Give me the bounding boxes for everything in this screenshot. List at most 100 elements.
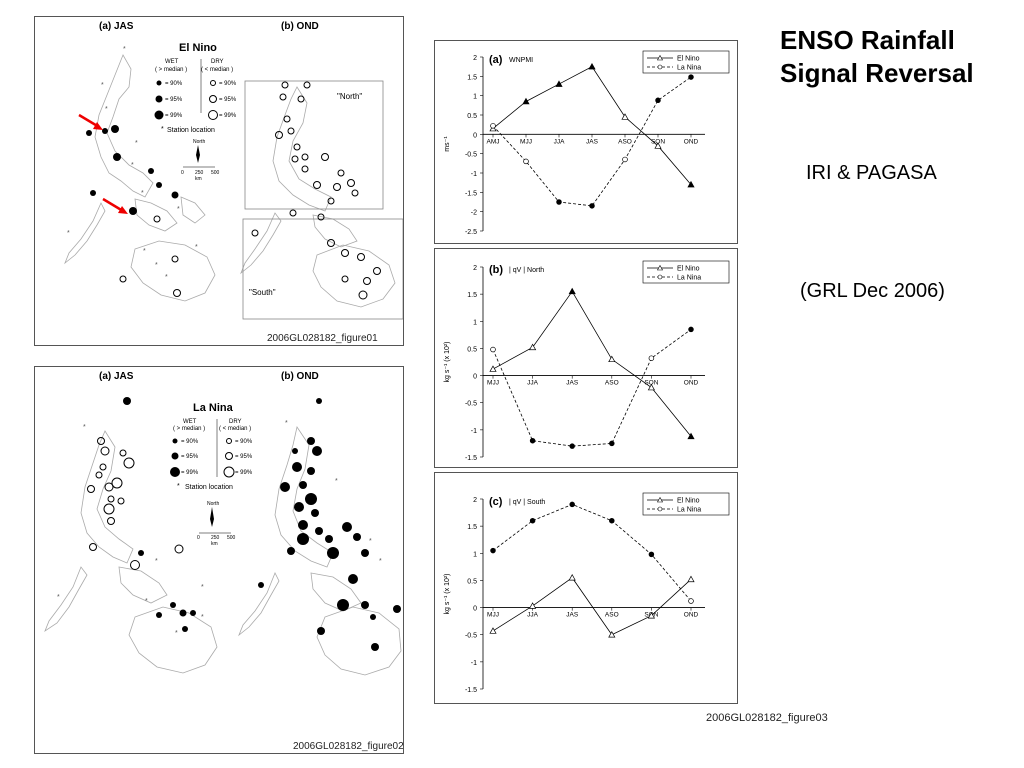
station-marker (301, 165, 309, 173)
y-tick-label: 0 (473, 374, 477, 381)
svg-text:*: * (57, 594, 60, 601)
chart-panel-label: (c) (489, 496, 503, 508)
map2-legend-wet-99: = 99% (181, 470, 199, 476)
station-marker (258, 582, 264, 588)
y-axis-label: kg s⁻¹ (x 10²) (444, 341, 451, 382)
point-el-nino (555, 80, 563, 87)
svg-text:*: * (155, 558, 158, 565)
station-marker (190, 610, 196, 616)
station-marker (299, 481, 307, 489)
station-marker (393, 605, 401, 613)
legend-marker (657, 64, 663, 70)
map-panel-la-nina: (a) JAS (b) OND La Nina WET ( > median )… (34, 366, 404, 754)
station-marker (103, 503, 115, 515)
svg-text:*: * (201, 584, 204, 591)
point-la-nina (609, 517, 615, 524)
map2-label-ond: (b) OND (281, 371, 319, 382)
y-tick-label: 0.5 (467, 578, 477, 585)
station-marker (342, 522, 352, 532)
map2-legend-wet: WET (183, 419, 197, 425)
station-marker (358, 290, 368, 300)
station-marker (315, 527, 323, 535)
x-tick-label: OND (684, 380, 699, 387)
island-outline-ond-mindanao (312, 244, 396, 308)
map2-legend-dry: DRY (229, 419, 242, 425)
slide-title-line2: Signal Reversal (780, 58, 974, 88)
map1-ond-stations (251, 81, 381, 300)
station-marker (303, 81, 311, 89)
station-marker (348, 574, 358, 584)
island-outline-jas-mindanao (128, 606, 218, 674)
x-tick-label: JAS (586, 138, 599, 145)
x-tick-label: MJJ (520, 138, 532, 145)
map2-label-jas: (a) JAS (99, 371, 134, 382)
station-marker (99, 463, 107, 471)
svg-text:*: * (141, 190, 144, 197)
x-tick-label: SON (644, 380, 658, 387)
map2-ond-wet-stations (258, 398, 401, 651)
island-outline-ond-palawan (240, 212, 282, 275)
map2-legend-wet-90-dot (172, 438, 178, 444)
point-la-nina (523, 158, 529, 165)
map2-scale-unit: km (211, 541, 218, 547)
station-marker (117, 497, 125, 505)
svg-text:*: * (177, 206, 180, 213)
map2-scale-0: 0 (197, 535, 200, 541)
chart-panel-b: 2 1.5 1 0.5 0 -0.5 -1 -1.5 MJJ JJA JAS ASO SON OND kg … (434, 248, 738, 468)
map2-legend-dry-90-dot (226, 438, 232, 444)
point-la-nina (490, 346, 496, 353)
station-marker (281, 81, 289, 89)
x-tick-label: JJA (527, 380, 539, 387)
station-marker (87, 485, 95, 493)
island-outline-jas-palawan (44, 566, 88, 633)
map1-scale-500: 500 (211, 170, 220, 176)
svg-text:*: * (335, 478, 338, 485)
chart-panel-c: 21.510.50-0.5-1-1.5MJJJJAJASASOSONONDkg … (434, 472, 738, 704)
island-outline-jas-palawan (64, 202, 106, 265)
x-tick-label: MJJ (487, 380, 499, 387)
chart-legend (642, 260, 730, 284)
point-la-nina (529, 437, 536, 444)
map1-legend: WET ( > median ) DRY ( < median ) = 90% … (154, 59, 237, 182)
map1-figure-id: 2006GL028182_figure01 (267, 333, 378, 344)
arrow-icon-luzon (78, 113, 103, 130)
station-marker (287, 547, 295, 555)
map2-legend-dry-99-dot (223, 466, 235, 478)
station-marker (293, 143, 301, 151)
legend-marker (657, 506, 663, 512)
legend-label: La Nina (677, 65, 701, 72)
series-line (492, 503, 692, 602)
station-marker (287, 127, 295, 135)
chart-panel-label: (b) (489, 264, 503, 276)
island-outline-jas-visayas (118, 566, 168, 604)
station-marker (353, 533, 361, 541)
svg-text:*: * (105, 106, 108, 113)
y-tick-label: 2 (473, 497, 477, 504)
chart-panel-a: 2 1.5 1 0.5 0 -0.5 -1 -1.5 -2 -2.5 AMJ MJJ JJA JAS ASO… (434, 40, 738, 244)
y-tick-label: -1.5 (465, 455, 477, 462)
station-marker (100, 446, 110, 456)
y-tick-label: 1.5 (467, 292, 477, 299)
chart-legend (642, 50, 730, 74)
station-marker (173, 289, 181, 297)
point-el-nino (588, 62, 596, 70)
map1-legend-dry-95: = 95% (219, 97, 237, 103)
station-marker (119, 275, 127, 283)
svg-text:*: * (131, 162, 134, 169)
map2-legend: WET ( > median ) DRY ( < median ) = 90% … (170, 419, 253, 547)
point-la-nina (490, 123, 496, 129)
station-marker (292, 448, 298, 454)
map-el-nino-svg: (a) JAS (b) OND El Nino "North" "South" … (64, 21, 403, 320)
point-la-nina (490, 547, 496, 554)
legend-marker (656, 496, 664, 503)
point-el-nino (687, 432, 695, 440)
chart-wnpmi: 2 1.5 1 0.5 0 -0.5 -1 -1.5 -2 -2.5 AMJ MJJ JJA JAS ASO… (444, 50, 730, 236)
legend-marker (656, 264, 664, 271)
station-marker (113, 153, 121, 161)
map2-scale-500: 500 (227, 535, 236, 541)
station-marker (317, 213, 325, 221)
svg-text:*: * (165, 274, 168, 281)
station-marker (327, 547, 339, 559)
legend-marker (657, 274, 663, 280)
x-tick-label: AMJ (487, 138, 500, 145)
